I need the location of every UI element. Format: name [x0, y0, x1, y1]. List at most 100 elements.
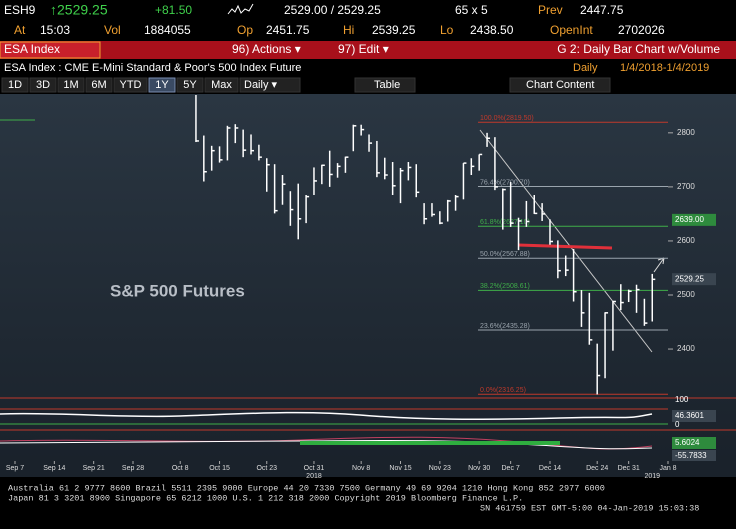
size: 65 x 5	[455, 3, 488, 17]
op: 2451.75	[266, 23, 310, 37]
x-tick-label: Dec 14	[539, 465, 561, 472]
lo: 2438.50	[470, 23, 514, 37]
x-tick-label: Sep 28	[122, 465, 144, 472]
fib-label: 100.0%(2819.50)	[480, 115, 534, 122]
pane-label: 46.3601	[675, 411, 704, 420]
period-button[interactable]	[85, 77, 113, 93]
x-tick-label: Sep 21	[83, 465, 105, 472]
x-tick-label: Nov 23	[429, 465, 451, 472]
content-button[interactable]	[509, 77, 611, 93]
vol: 1884055	[144, 23, 191, 37]
fib-label: 61.8%(2627.10)	[480, 219, 530, 226]
x-tick-label: Oct 8	[172, 465, 189, 472]
pane-tag	[672, 437, 716, 449]
pane-label: 0	[675, 420, 680, 429]
period: Daily	[573, 62, 598, 74]
rsi-line	[0, 411, 653, 420]
pane-tag	[672, 450, 716, 462]
hi-label: Hi	[343, 23, 354, 37]
pane-tag	[672, 410, 716, 422]
year-label: 2018	[306, 473, 322, 480]
price-tag-label: 2639.00	[675, 215, 704, 224]
frequency[interactable]: Daily ▾	[244, 79, 278, 91]
sparkline	[227, 3, 254, 15]
x-tick-label: Oct 31	[304, 465, 325, 472]
toolbar: 1D 3D 1M 6M YTD 1Y 5Y Max Daily ▾ Table Chart Cont…	[1, 77, 611, 93]
price-tag	[672, 213, 716, 226]
prev: 2447.75	[580, 3, 624, 17]
price-tag	[672, 273, 716, 286]
time: 15:03	[40, 23, 70, 37]
x-tick-label: Nov 15	[389, 465, 411, 472]
period-label[interactable]: 1Y	[155, 79, 169, 91]
fib-label: 0.0%(2316.25)	[480, 387, 526, 394]
table-button[interactable]	[354, 77, 416, 93]
fib-label: 50.0%(2567.88)	[480, 251, 530, 258]
footer-line: Australia 61 2 9777 8600 Brazil 5511 239…	[8, 483, 605, 493]
period-label[interactable]: 3D	[36, 79, 50, 91]
vol-label: Vol	[104, 23, 121, 37]
x-tick-label: Sep 14	[43, 465, 65, 472]
histogram	[300, 441, 560, 445]
last: ↑2529.25	[50, 2, 108, 18]
y-tick-label: 2400	[677, 344, 695, 353]
period-label[interactable]: 5Y	[183, 79, 197, 91]
period-label[interactable]: 6M	[91, 79, 106, 91]
period-button[interactable]	[204, 77, 239, 93]
year-label: 2019	[644, 473, 660, 480]
edit-menu[interactable]: 97) Edit ▾	[338, 42, 389, 56]
period-button[interactable]	[176, 77, 204, 93]
resistance-line	[517, 243, 613, 250]
chart-name: G 2: Daily Bar Chart w/Volume	[557, 42, 720, 56]
security[interactable]: ESA Index	[4, 42, 60, 56]
y-tick-label: 2500	[677, 290, 695, 299]
x-tick-label: Oct 23	[256, 465, 277, 472]
plot-area: 100.0%(2819.50) 76.4%(2700.70) 61.8%(2627.…	[0, 95, 668, 395]
pane-label: -55.7833	[675, 451, 707, 460]
x-tick-label: Dec 31	[618, 465, 640, 472]
change: +81.50	[155, 3, 192, 17]
fib-label: 23.6%(2435.28)	[480, 323, 530, 330]
oi-label: OpenInt	[550, 23, 593, 37]
x-tick-label: Dec 7	[502, 465, 520, 472]
x-tick-label: Nov 30	[468, 465, 490, 472]
oi: 2702026	[618, 23, 665, 37]
pane-label: 5.6024	[675, 438, 700, 447]
footer-line: Japan 81 3 3201 8900 Singapore 65 6212 1…	[8, 493, 523, 503]
fib-label: 38.2%(2508.61)	[480, 283, 530, 290]
description: ESA Index : CME E-Mini Standard & Poor's…	[4, 62, 301, 74]
x-tick-label: Jan 8	[659, 465, 676, 472]
x-tick-label: Dec 24	[586, 465, 608, 472]
ticker: ESH9	[4, 3, 36, 17]
trend-line	[479, 129, 653, 353]
frequency-box[interactable]	[239, 77, 301, 93]
footer-line: SN 461759 EST GMT-5:00 04-Jan-2019 15:03…	[480, 503, 699, 513]
chart-background	[0, 94, 736, 461]
period-button[interactable]	[29, 77, 57, 93]
x-tick-label: Sep 7	[6, 465, 24, 472]
date-axis	[0, 461, 736, 477]
period-label[interactable]: 1M	[63, 79, 78, 91]
prev-label: Prev	[538, 3, 563, 17]
lo-label: Lo	[440, 23, 454, 37]
at-label: At	[14, 23, 26, 37]
hi: 2539.25	[372, 23, 416, 37]
x-tick-label: Nov 8	[352, 465, 370, 472]
period-button[interactable]	[1, 77, 29, 93]
fib-label: 76.4%(2700.70)	[480, 179, 530, 186]
period-button[interactable]	[113, 77, 148, 93]
period-button[interactable]	[148, 77, 176, 93]
security-box[interactable]	[0, 41, 101, 59]
period-label[interactable]: YTD	[120, 79, 142, 91]
period-label[interactable]: Max	[211, 79, 232, 91]
y-tick-label: 2800	[677, 128, 695, 137]
table-label[interactable]: Table	[374, 79, 400, 91]
actions-menu[interactable]: 96) Actions ▾	[232, 42, 301, 56]
period-label[interactable]: 1D	[8, 79, 22, 91]
content-label[interactable]: Chart Content	[526, 79, 594, 91]
period-button[interactable]	[57, 77, 85, 93]
macd-signal	[0, 439, 653, 450]
pane-label: 100	[675, 395, 689, 404]
